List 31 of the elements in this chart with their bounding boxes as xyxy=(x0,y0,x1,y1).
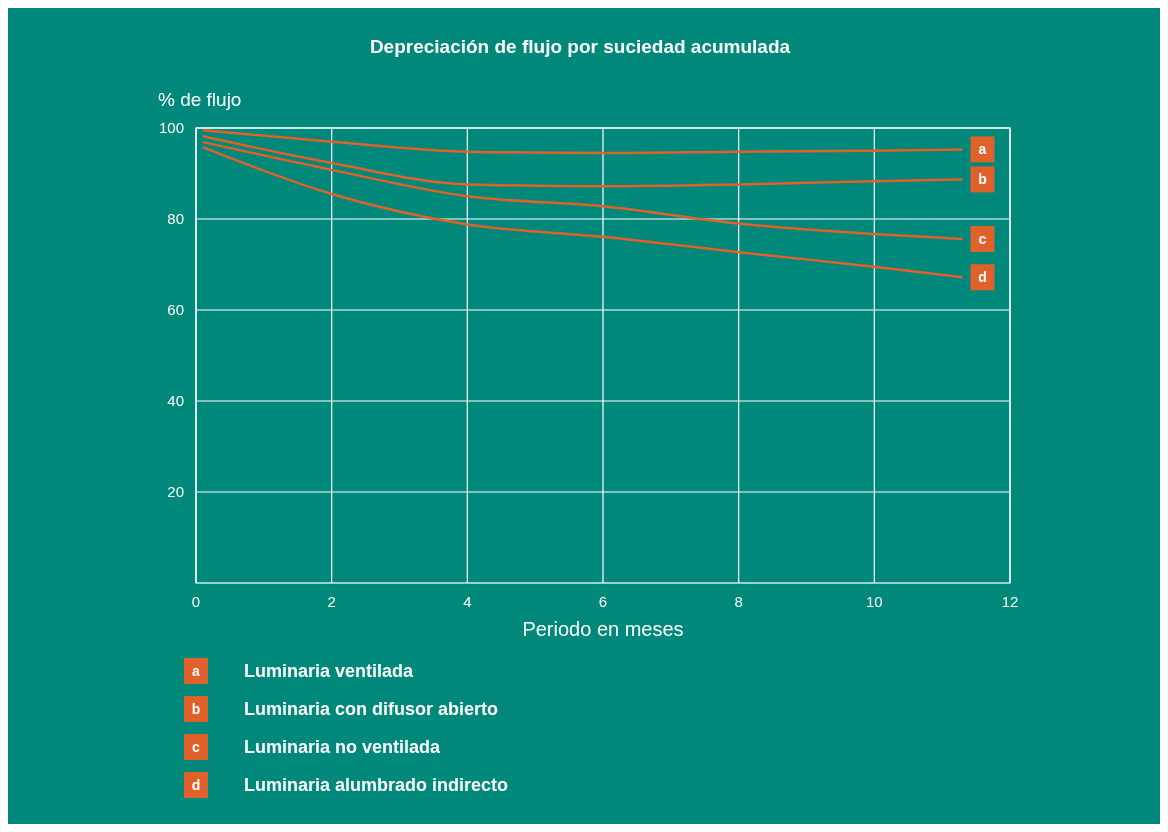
chart-title: Depreciación de flujo por suciedad acumulada xyxy=(369,36,791,57)
y-axis-title: % de flujo xyxy=(158,89,242,110)
line-series xyxy=(201,140,964,241)
x-tick-label: 6 xyxy=(598,593,608,610)
annotation: b xyxy=(978,171,987,188)
annotation: d xyxy=(978,269,987,286)
y-tick-label: 20 xyxy=(167,483,184,500)
legend-label: Luminaria con difusor abierto xyxy=(244,699,499,719)
x-tick-label: 0 xyxy=(191,593,201,610)
line-series xyxy=(201,134,964,188)
annotation: a xyxy=(978,141,987,158)
x-axis-title: Periodo en meses xyxy=(522,618,684,640)
text: c xyxy=(192,739,200,755)
x-tick-label: 10 xyxy=(865,593,883,610)
y-tick-label: 80 xyxy=(167,210,184,227)
x-tick-label: 12 xyxy=(1001,593,1019,610)
annotation: c xyxy=(978,231,987,248)
x-tick-label: 8 xyxy=(734,593,743,610)
x-tick-label: 2 xyxy=(327,593,336,610)
text: d xyxy=(191,777,201,793)
y-tick-label: 40 xyxy=(167,392,184,409)
legend-label: Luminaria no ventilada xyxy=(244,737,442,757)
legend-label: Luminaria ventilada xyxy=(244,661,415,681)
text: b xyxy=(191,701,201,717)
legend-label: Luminaria alumbrado indirecto xyxy=(244,775,509,795)
y-tick-label: 100 xyxy=(158,119,184,136)
y-tick-label: 60 xyxy=(167,301,184,318)
x-tick-label: 4 xyxy=(463,593,472,610)
line-series xyxy=(201,129,964,155)
line-series xyxy=(201,145,964,279)
text: a xyxy=(192,663,200,679)
